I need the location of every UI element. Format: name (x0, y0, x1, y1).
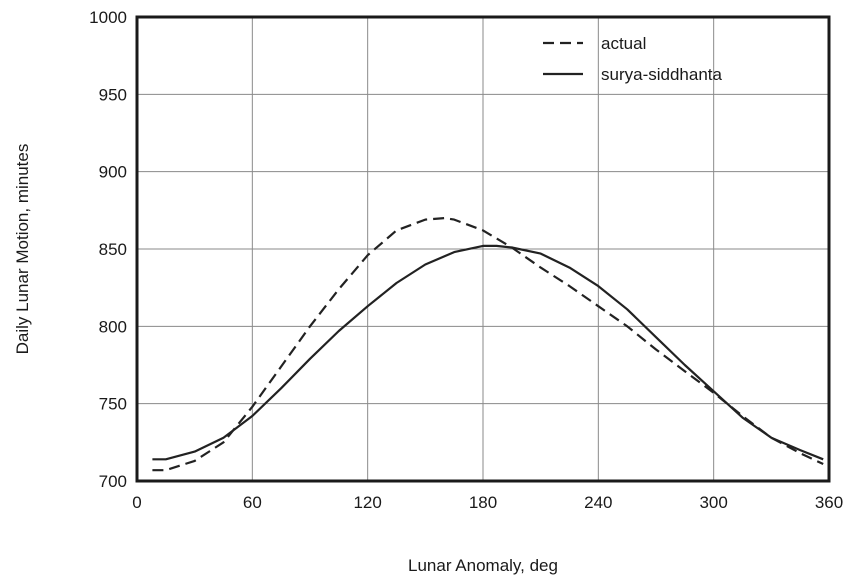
series-line-surya-siddhanta (152, 244, 824, 461)
y-tick-label: 900 (99, 163, 127, 182)
y-tick-label: 750 (99, 395, 127, 414)
x-axis-ticks: 0 60 120 180 240 300 360 (132, 493, 843, 512)
x-tick-label: 180 (469, 493, 497, 512)
y-tick-label: 800 (99, 317, 127, 336)
y-tick-label: 700 (99, 472, 127, 491)
series-group (152, 217, 824, 472)
y-axis-title: Daily Lunar Motion, minutes (13, 144, 32, 355)
x-tick-label: 240 (584, 493, 612, 512)
y-axis-ticks: 700 750 800 850 900 950 1000 (89, 8, 127, 491)
y-tick-label: 850 (99, 240, 127, 259)
x-tick-label: 0 (132, 493, 141, 512)
x-tick-label: 300 (699, 493, 727, 512)
y-tick-label: 1000 (89, 8, 127, 27)
legend: actual surya-siddhanta (543, 34, 723, 84)
series-line-actual (152, 217, 824, 472)
x-tick-label: 360 (815, 493, 843, 512)
legend-label-surya-siddhanta: surya-siddhanta (601, 65, 723, 84)
y-tick-label: 950 (99, 85, 127, 104)
x-tick-label: 60 (243, 493, 262, 512)
x-axis-title: Lunar Anomaly, deg (408, 556, 558, 575)
x-tick-label: 120 (353, 493, 381, 512)
plot-frame (135, 15, 831, 483)
grid (136, 16, 830, 482)
legend-label-actual: actual (601, 34, 646, 53)
